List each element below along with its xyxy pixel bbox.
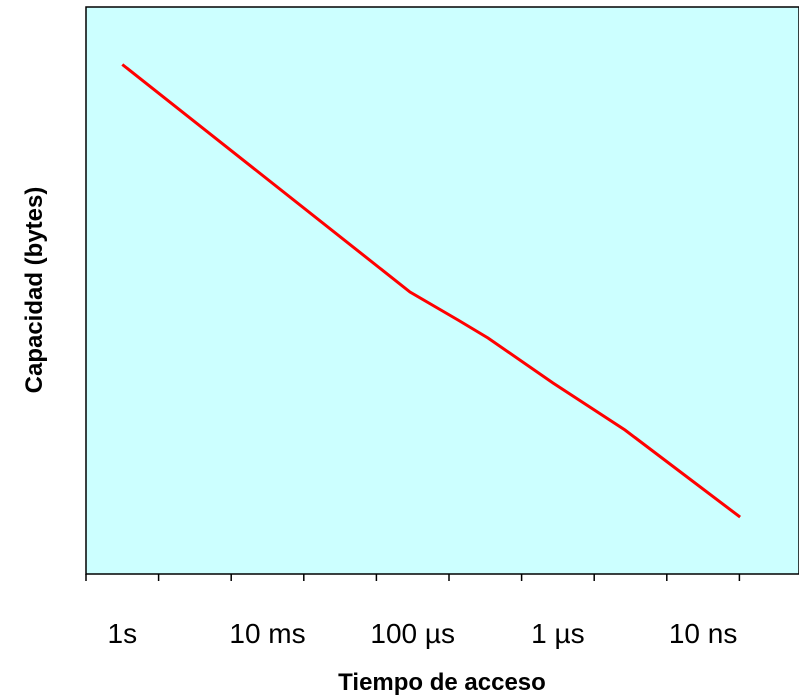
x-axis-title: Tiempo de acceso [338, 669, 546, 696]
x-tick-label: 1 µs [531, 618, 584, 649]
y-axis-title: Capacidad (bytes) [21, 187, 48, 394]
plot-area [85, 6, 799, 575]
x-tick-label: 10 ms [229, 618, 305, 649]
x-tick-label: 100 µs [370, 618, 455, 649]
series-line [121, 63, 742, 519]
x-tick-label: 10 ns [669, 618, 738, 649]
x-tick-label: 1s [108, 618, 138, 649]
x-axis-ticks [85, 574, 741, 581]
x-axis-tick-labels: 1s 10 ms 100 µs 1 µs 10 ns [108, 618, 738, 649]
